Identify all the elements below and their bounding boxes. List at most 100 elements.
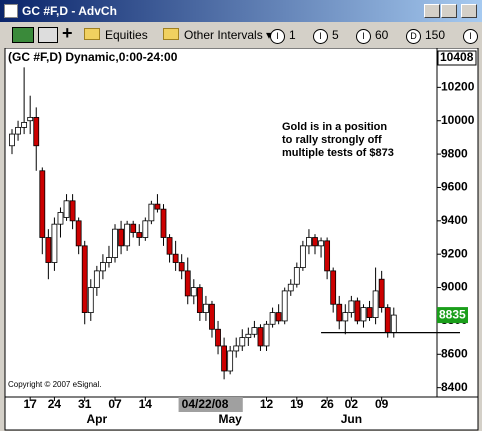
- candle-body: [287, 283, 294, 292]
- candle-body: [178, 262, 185, 272]
- candle-body: [312, 237, 318, 247]
- candle-body: [293, 267, 300, 285]
- add-icon[interactable]: +: [62, 23, 73, 43]
- candle-body: [372, 290, 379, 318]
- x-tick-label: 17: [24, 397, 38, 411]
- y-tick-label: 9600: [441, 180, 468, 194]
- candle-body: [81, 245, 88, 313]
- interval-button[interactable]: IDa: [463, 28, 482, 44]
- candle-body: [51, 223, 58, 263]
- candle-body: [360, 307, 367, 322]
- month-label: Jun: [341, 412, 362, 426]
- minimize-button[interactable]: [424, 4, 440, 18]
- interval-button[interactable]: D 150: [406, 28, 445, 44]
- candle-body: [281, 290, 288, 322]
- interval-button[interactable]: I 60: [356, 28, 388, 44]
- candle-body: [269, 312, 276, 325]
- candle-body: [190, 287, 197, 297]
- y-tick-label: 9400: [441, 213, 468, 227]
- axis-top-label: 10408: [440, 50, 474, 64]
- interval-icon: D: [406, 29, 421, 44]
- candle-body: [118, 228, 124, 247]
- x-tick-label: 09: [375, 397, 389, 411]
- candle-body: [184, 270, 191, 297]
- candle-body: [348, 300, 355, 313]
- plot-area: [4, 48, 438, 398]
- tools-icon[interactable]: [38, 27, 58, 43]
- candle-body: [15, 127, 21, 135]
- interval-icon: I: [463, 29, 478, 44]
- x-tick-label: 26: [320, 397, 334, 411]
- chart: (GC #F,D) Dynamic,0:00-24:00 84008600880…: [4, 48, 479, 431]
- x-tick-label: 12: [260, 397, 274, 411]
- candle-body: [342, 312, 349, 322]
- candle-body: [148, 203, 155, 222]
- window-icon: [4, 4, 18, 18]
- candle-body: [27, 116, 34, 122]
- candle-body: [384, 307, 391, 334]
- candle-body: [21, 122, 28, 128]
- month-label: Apr: [87, 412, 108, 426]
- close-button[interactable]: [461, 4, 477, 18]
- equities-button[interactable]: Equities: [84, 28, 148, 42]
- button-label: Other Intervals: [184, 28, 263, 42]
- candle-body: [336, 303, 343, 322]
- candle-body: [251, 327, 258, 335]
- candle-body: [233, 345, 240, 352]
- candle-body: [196, 287, 203, 313]
- candle-body: [318, 240, 324, 247]
- candle-body: [324, 240, 331, 272]
- last-price-box: [437, 307, 468, 324]
- toolbar: + Equities Other Intervals ▾ I 1 I 5 I 60 D 150…: [0, 22, 482, 48]
- candle-body: [299, 245, 306, 268]
- candle-body: [75, 220, 82, 247]
- maximize-button[interactable]: [441, 4, 457, 18]
- chart-title: (GC #F,D) Dynamic,0:00-24:00: [8, 50, 178, 64]
- candle-body: [390, 314, 397, 334]
- month-label: May: [218, 412, 242, 426]
- interval-label: 150: [425, 28, 446, 42]
- candle-body: [172, 253, 179, 263]
- candle-body: [275, 312, 282, 322]
- y-tick-label: 9200: [441, 246, 468, 260]
- interval-label: 5: [332, 28, 339, 42]
- candle-body: [160, 208, 167, 238]
- interval-label: 1: [289, 28, 296, 42]
- candle-body: [227, 350, 234, 372]
- candle-body: [378, 278, 385, 308]
- candle-body: [124, 223, 131, 247]
- candle-body: [330, 270, 337, 305]
- candle-body: [366, 307, 373, 318]
- interval-label: 60: [375, 28, 389, 42]
- annotation: Gold is in a position to rally strongly …: [282, 121, 394, 159]
- candle-body: [263, 323, 270, 347]
- candle-body: [354, 300, 361, 322]
- button-label: Equities: [105, 28, 148, 42]
- copyright: Copyright © 2007 eSignal.: [8, 380, 102, 389]
- candle-body: [45, 237, 52, 263]
- candle-body: [142, 220, 149, 238]
- x-tick-label: 24: [48, 397, 62, 411]
- candle-body: [9, 133, 15, 147]
- time-axis: [4, 396, 479, 431]
- title-bar: GC #F,D - AdvCh: [0, 0, 482, 22]
- candle-body: [106, 257, 112, 263]
- cursor-date-box: [178, 397, 243, 412]
- candle-body: [221, 345, 228, 372]
- intervals-button[interactable]: Other Intervals ▾: [163, 28, 272, 42]
- x-tick-label: 14: [139, 397, 153, 411]
- y-tick-label: 8600: [441, 346, 468, 360]
- candle-body: [93, 270, 100, 288]
- interval-icon: I: [270, 29, 285, 44]
- link-icon[interactable]: [12, 27, 34, 43]
- candle-body: [112, 228, 118, 258]
- candle-body: [39, 170, 46, 238]
- x-tick-label: 19: [290, 397, 304, 411]
- candle-body: [130, 223, 137, 233]
- candle-body: [63, 200, 70, 218]
- interval-icon: I: [356, 29, 371, 44]
- y-tick-label: 9800: [441, 146, 468, 160]
